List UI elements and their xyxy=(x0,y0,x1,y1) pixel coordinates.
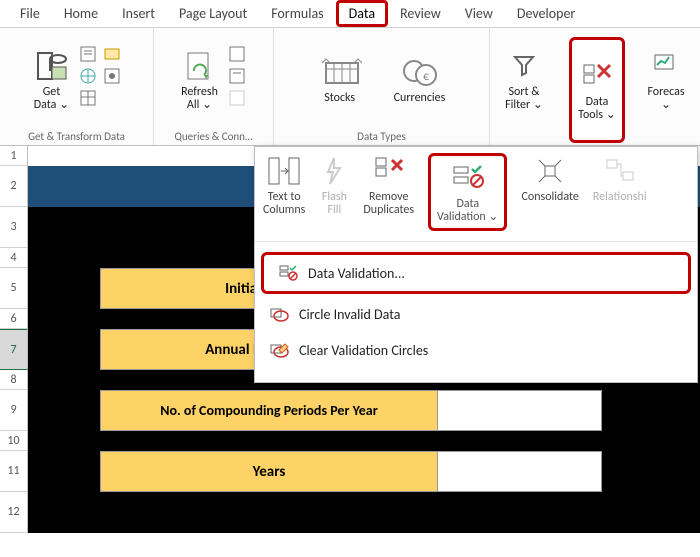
properties-icon[interactable] xyxy=(228,67,246,85)
row-header-8[interactable]: 8 xyxy=(0,370,28,390)
group-data-types: Stocks € Currencies Data Types xyxy=(274,28,490,145)
sort-filter-button[interactable]: Sort & Filter ⌄ xyxy=(501,46,547,114)
data-tools-icon xyxy=(580,58,614,94)
refresh-all-button[interactable]: Refresh All ⌄ xyxy=(177,46,222,114)
data-tools-button[interactable]: Data Tools ⌄ xyxy=(569,37,625,143)
row-header-11[interactable]: 11 xyxy=(0,451,28,492)
data-validation-menu-icon xyxy=(278,263,298,283)
from-table-icon[interactable] xyxy=(79,89,97,107)
data-validation-button[interactable]: Data Validation ⌄ xyxy=(428,153,507,231)
get-data-small-icons[interactable] xyxy=(79,45,123,115)
group-title-queries: Queries & Conn… xyxy=(174,130,252,143)
row-header-3[interactable]: 3 xyxy=(0,207,28,248)
row-header-7[interactable]: 7 xyxy=(0,329,28,370)
row-header-6[interactable]: 6 xyxy=(0,309,28,329)
data-validation-icon xyxy=(450,160,486,196)
group-title-get-transform: Get & Transform Data xyxy=(28,130,125,143)
row-years: Years xyxy=(28,451,700,492)
consolidate-button[interactable]: Consolidate xyxy=(521,153,578,204)
row-header-1[interactable]: 1 xyxy=(0,146,28,166)
flash-fill-button[interactable]: Flash Fill xyxy=(319,153,349,217)
row-periods: No. of Compounding Periods Per Year xyxy=(28,390,700,431)
forecast-icon xyxy=(651,48,681,84)
tab-developer[interactable]: Developer xyxy=(505,1,587,26)
currencies-button[interactable]: € Currencies xyxy=(390,52,450,107)
currencies-icon: € xyxy=(398,54,442,90)
value-years[interactable] xyxy=(438,451,602,492)
remove-duplicates-icon xyxy=(372,153,406,189)
group-sort-filter: Sort & Filter ⌄ xyxy=(490,28,558,145)
row-header-10[interactable]: 10 xyxy=(0,431,28,451)
group-forecast: Forecas ⌄ xyxy=(636,28,696,145)
label-years: Years xyxy=(100,451,438,492)
menu-circle-invalid[interactable]: Circle Invalid Data xyxy=(255,296,697,332)
group-title-data-types: Data Types xyxy=(357,130,406,143)
tab-home[interactable]: Home xyxy=(52,1,110,26)
menu-clear-circles[interactable]: Clear Validation Circles xyxy=(255,332,697,368)
get-data-button[interactable]: Get Data ⌄ xyxy=(30,46,73,114)
menu-data-validation[interactable]: Data Validation... xyxy=(261,252,691,294)
group-get-transform: Get Data ⌄ Get & Transform Data xyxy=(0,28,154,145)
label-periods: No. of Compounding Periods Per Year xyxy=(100,390,438,431)
clear-circles-icon xyxy=(269,340,289,360)
flash-fill-icon xyxy=(319,153,349,189)
tab-page-layout[interactable]: Page Layout xyxy=(167,1,259,26)
group-title-forecast xyxy=(665,130,668,143)
relationships-icon xyxy=(603,153,637,189)
data-tools-dropdown: Text to Columns Flash Fill Remove Duplic… xyxy=(254,146,698,383)
relationships-button[interactable]: Relationshi xyxy=(593,153,647,204)
queries-icon[interactable] xyxy=(228,45,246,63)
ribbon: Get Data ⌄ Get & Transform Data Refresh … xyxy=(0,28,700,146)
recent-sources-icon[interactable] xyxy=(103,45,121,63)
queries-small-icons[interactable] xyxy=(228,45,250,115)
stocks-button[interactable]: Stocks xyxy=(314,52,366,107)
tab-insert[interactable]: Insert xyxy=(110,1,167,26)
group-queries: Refresh All ⌄ Queries & Conn… xyxy=(154,28,274,145)
svg-text:€: € xyxy=(422,70,428,84)
from-web-icon[interactable] xyxy=(79,67,97,85)
get-data-icon xyxy=(34,48,68,84)
refresh-all-icon xyxy=(182,48,216,84)
tab-review[interactable]: Review xyxy=(388,1,453,26)
row-header-2[interactable]: 2 xyxy=(0,166,28,207)
stocks-icon xyxy=(318,54,362,90)
remove-duplicates-button[interactable]: Remove Duplicates xyxy=(363,153,414,217)
data-validation-menu: Data Validation... Circle Invalid Data C… xyxy=(255,242,697,376)
row-header-5[interactable]: 5 xyxy=(0,268,28,309)
consolidate-icon xyxy=(533,153,567,189)
from-text-icon[interactable] xyxy=(79,45,97,63)
sort-filter-icon xyxy=(509,48,539,84)
row-header-4[interactable]: 4 xyxy=(0,248,28,268)
tab-view[interactable]: View xyxy=(453,1,505,26)
group-data-tools: Data Tools ⌄ xyxy=(558,28,636,145)
edit-links-icon[interactable] xyxy=(228,89,246,107)
forecast-button[interactable]: Forecas ⌄ xyxy=(643,46,688,114)
text-to-columns-icon xyxy=(267,153,301,189)
tab-data[interactable]: Data xyxy=(336,0,388,27)
existing-connections-icon[interactable] xyxy=(103,67,121,85)
row-header-12[interactable]: 12 xyxy=(0,492,28,533)
row-header-9[interactable]: 9 xyxy=(0,390,28,431)
tab-formulas[interactable]: Formulas xyxy=(259,1,335,26)
circle-invalid-icon xyxy=(269,304,289,324)
text-to-columns-button[interactable]: Text to Columns xyxy=(263,153,305,217)
group-title-sort xyxy=(523,130,526,143)
tab-file[interactable]: File xyxy=(8,1,52,26)
ribbon-tabs: File Home Insert Page Layout Formulas Da… xyxy=(0,0,700,28)
value-periods[interactable] xyxy=(438,390,602,431)
row-headers: 1 2 3 4 5 6 7 8 9 10 11 12 xyxy=(0,146,28,533)
